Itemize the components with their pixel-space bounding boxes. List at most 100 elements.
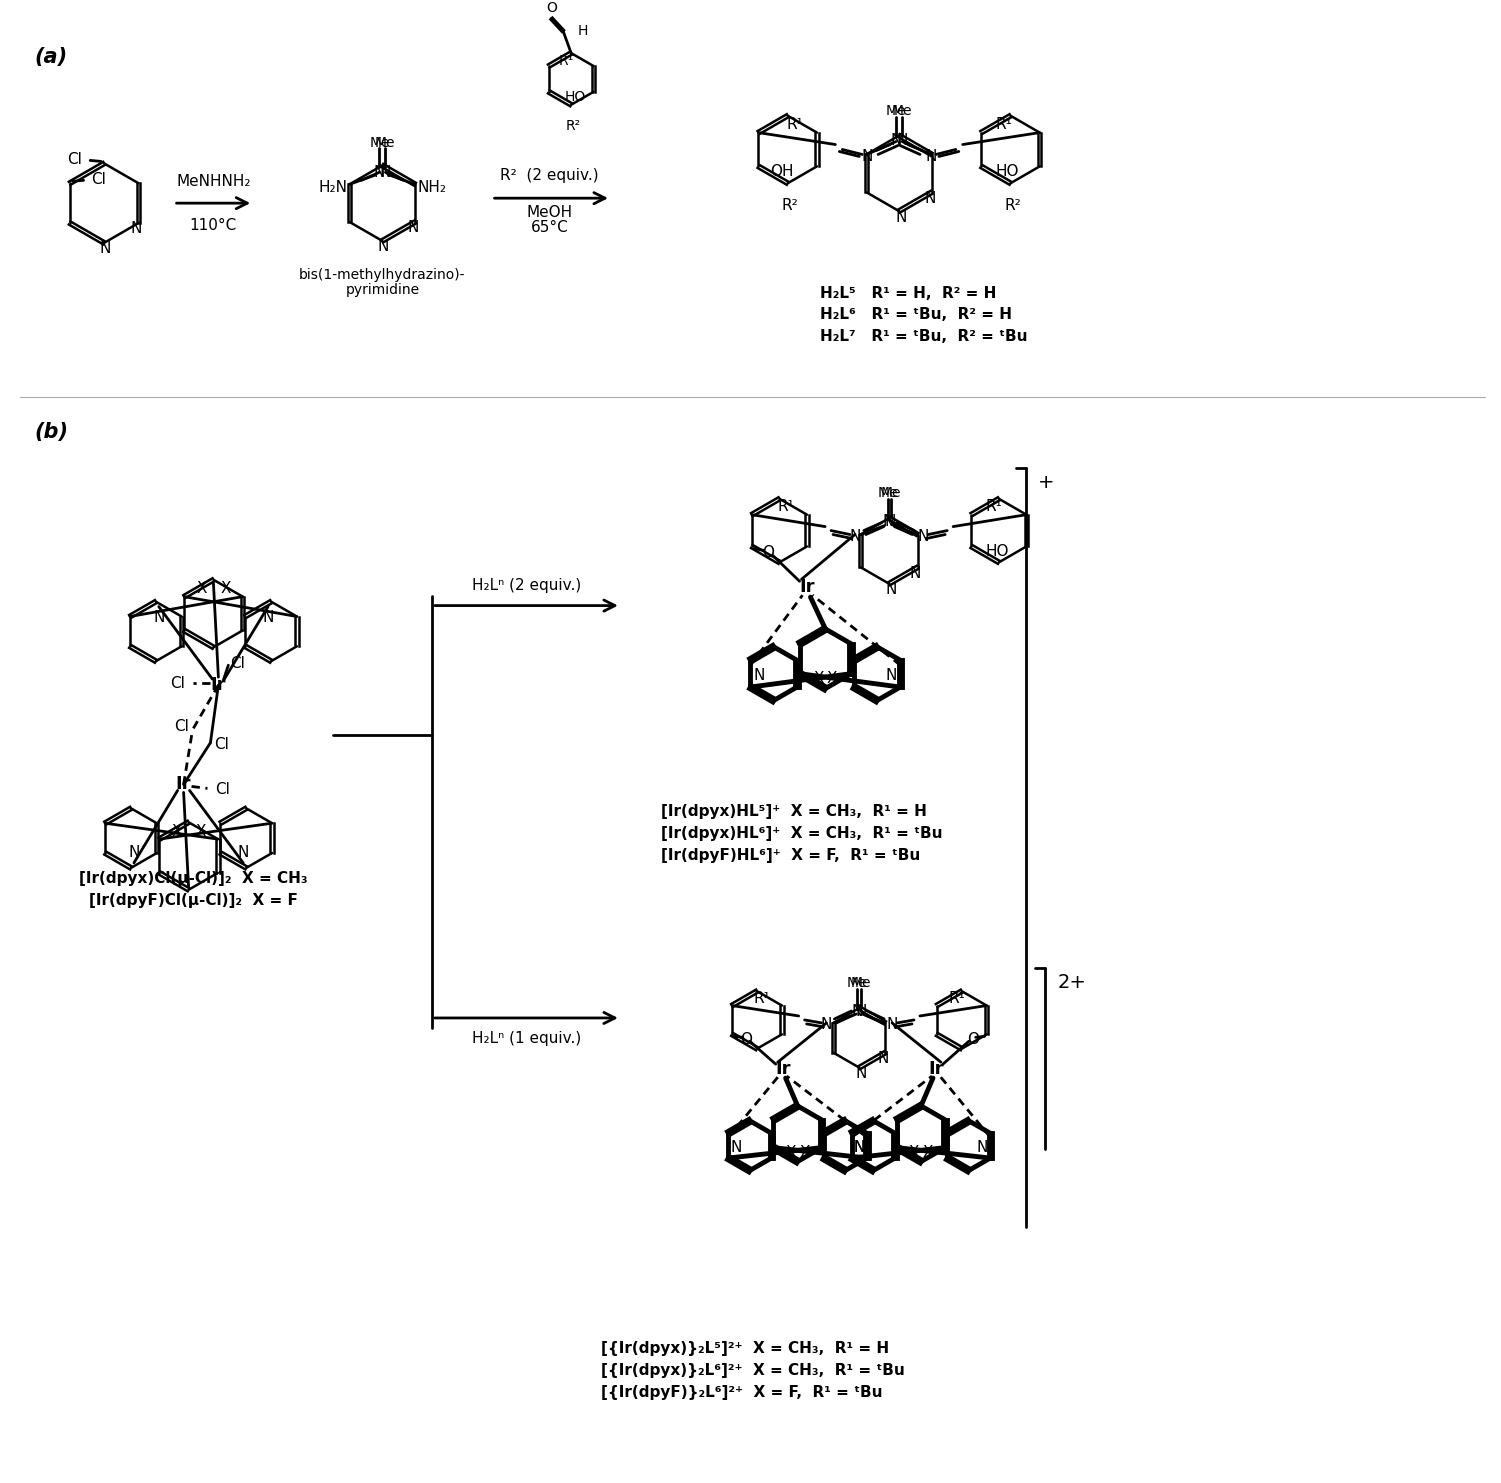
Text: H: H: [578, 24, 588, 39]
Text: R¹: R¹: [949, 991, 965, 1005]
Text: N: N: [407, 221, 419, 236]
Text: R¹: R¹: [778, 500, 794, 515]
Text: H₂Lⁿ (2 equiv.): H₂Lⁿ (2 equiv.): [471, 578, 581, 593]
Text: N: N: [887, 1017, 898, 1032]
Text: H₂L⁵   R¹ = H,  R² = H: H₂L⁵ R¹ = H, R² = H: [820, 286, 997, 301]
Text: R²: R²: [566, 119, 581, 132]
Text: N: N: [862, 148, 874, 165]
Text: N: N: [883, 515, 893, 529]
Text: Cl: Cl: [68, 151, 83, 168]
Text: X: X: [799, 1145, 809, 1160]
Text: N: N: [977, 1140, 988, 1155]
Text: bis(1-methylhydrazino)-: bis(1-methylhydrazino)-: [299, 268, 465, 282]
Text: Ir: Ir: [928, 1060, 944, 1078]
Text: (b): (b): [35, 421, 69, 442]
Text: R¹: R¹: [754, 991, 770, 1005]
Text: Ir: Ir: [775, 1060, 791, 1078]
Text: O: O: [546, 1, 557, 15]
Text: N: N: [821, 1017, 832, 1032]
Text: 2+: 2+: [1057, 973, 1087, 992]
Text: X: X: [195, 823, 206, 839]
Text: N: N: [754, 669, 766, 684]
Text: N: N: [131, 221, 143, 236]
Text: N: N: [731, 1140, 741, 1155]
Text: O: O: [740, 1032, 752, 1047]
Text: X: X: [827, 672, 838, 687]
Text: [Ir(dpyx)Cl(μ-Cl)]₂  X = CH₃: [Ir(dpyx)Cl(μ-Cl)]₂ X = CH₃: [80, 871, 308, 885]
Text: X: X: [923, 1145, 934, 1160]
Text: N: N: [263, 610, 273, 624]
Text: N: N: [856, 1066, 868, 1081]
Text: 110°C: 110°C: [189, 218, 237, 233]
Text: [{Ir(dpyx)}₂L⁵]²⁺  X = CH₃,  R¹ = H: [{Ir(dpyx)}₂L⁵]²⁺ X = CH₃, R¹ = H: [600, 1341, 889, 1355]
Text: Ir: Ir: [800, 578, 815, 596]
Text: Me: Me: [369, 135, 390, 150]
Text: N: N: [878, 1051, 889, 1066]
Text: Me: Me: [886, 104, 907, 117]
Text: Cl: Cl: [92, 172, 107, 187]
Text: X: X: [785, 1145, 796, 1160]
Text: N: N: [896, 209, 907, 224]
Text: R²  (2 equiv.): R² (2 equiv.): [500, 168, 599, 184]
Text: R²: R²: [1004, 199, 1021, 214]
Text: N: N: [851, 1004, 863, 1019]
Text: NH₂: NH₂: [417, 179, 446, 194]
Text: H₂L⁶   R¹ = ᵗBu,  R² = H: H₂L⁶ R¹ = ᵗBu, R² = H: [820, 307, 1012, 322]
Text: N: N: [896, 133, 908, 148]
Text: H₂Lⁿ (1 equiv.): H₂Lⁿ (1 equiv.): [471, 1031, 581, 1046]
Text: R¹: R¹: [558, 53, 573, 68]
Text: N: N: [153, 610, 165, 624]
Text: N: N: [237, 845, 249, 860]
Text: Ir: Ir: [210, 676, 227, 694]
Text: N: N: [890, 133, 902, 148]
Text: Cl: Cl: [170, 676, 185, 691]
Text: N: N: [99, 242, 111, 257]
Text: Cl: Cl: [215, 737, 230, 752]
Text: HO: HO: [985, 544, 1009, 559]
Text: R¹: R¹: [787, 117, 803, 132]
Text: N: N: [854, 1140, 865, 1155]
Text: Me: Me: [375, 135, 395, 150]
Text: N: N: [128, 845, 140, 860]
Text: N: N: [910, 567, 922, 581]
Text: N: N: [925, 191, 935, 206]
Text: H₂N: H₂N: [318, 179, 347, 194]
Text: H₂L⁷   R¹ = ᵗBu,  R² = ᵗBu: H₂L⁷ R¹ = ᵗBu, R² = ᵗBu: [820, 329, 1027, 344]
Text: Cl: Cl: [174, 719, 189, 734]
Text: R²: R²: [782, 199, 799, 214]
Text: N: N: [856, 1004, 868, 1019]
Text: N: N: [380, 165, 390, 179]
Text: HO: HO: [564, 90, 585, 104]
Text: N: N: [886, 583, 896, 598]
Text: N: N: [886, 515, 896, 529]
Text: Cl: Cl: [216, 782, 230, 796]
Text: OH: OH: [770, 163, 794, 179]
Text: O: O: [967, 1032, 979, 1047]
Text: [{Ir(dpyx)}₂L⁶]²⁺  X = CH₃,  R¹ = ᵗBu: [{Ir(dpyx)}₂L⁶]²⁺ X = CH₃, R¹ = ᵗBu: [600, 1363, 905, 1378]
Text: N: N: [854, 1140, 865, 1155]
Text: [Ir(dpyx)HL⁶]⁺  X = CH₃,  R¹ = ᵗBu: [Ir(dpyx)HL⁶]⁺ X = CH₃, R¹ = ᵗBu: [660, 826, 943, 841]
Text: R¹: R¹: [985, 500, 1003, 515]
Text: X: X: [910, 1145, 920, 1160]
Text: R¹: R¹: [995, 117, 1012, 132]
Text: X: X: [814, 672, 824, 687]
Text: X: X: [221, 581, 231, 596]
Text: (a): (a): [35, 47, 68, 67]
Text: Me: Me: [892, 104, 913, 117]
Text: [{Ir(dpyF)}₂L⁶]²⁺  X = F,  R¹ = ᵗBu: [{Ir(dpyF)}₂L⁶]²⁺ X = F, R¹ = ᵗBu: [600, 1385, 883, 1400]
Text: O: O: [761, 544, 773, 561]
Text: Ir: Ir: [176, 776, 191, 793]
Text: Me: Me: [847, 976, 868, 991]
Text: N: N: [917, 529, 929, 544]
Text: Cl: Cl: [230, 655, 245, 670]
Text: Me: Me: [880, 486, 901, 500]
Text: [Ir(dpyx)HL⁵]⁺  X = CH₃,  R¹ = H: [Ir(dpyx)HL⁵]⁺ X = CH₃, R¹ = H: [660, 804, 926, 819]
Text: +: +: [1037, 473, 1054, 492]
Text: MeNHNH₂: MeNHNH₂: [176, 174, 251, 190]
Text: pyrimidine: pyrimidine: [345, 283, 419, 297]
Text: [Ir(dpyF)HL⁶]⁺  X = F,  R¹ = ᵗBu: [Ir(dpyF)HL⁶]⁺ X = F, R¹ = ᵗBu: [660, 848, 920, 863]
Text: N: N: [378, 239, 389, 255]
Text: HO: HO: [995, 163, 1019, 179]
Text: Me: Me: [851, 976, 872, 991]
Text: 65°C: 65°C: [530, 219, 569, 234]
